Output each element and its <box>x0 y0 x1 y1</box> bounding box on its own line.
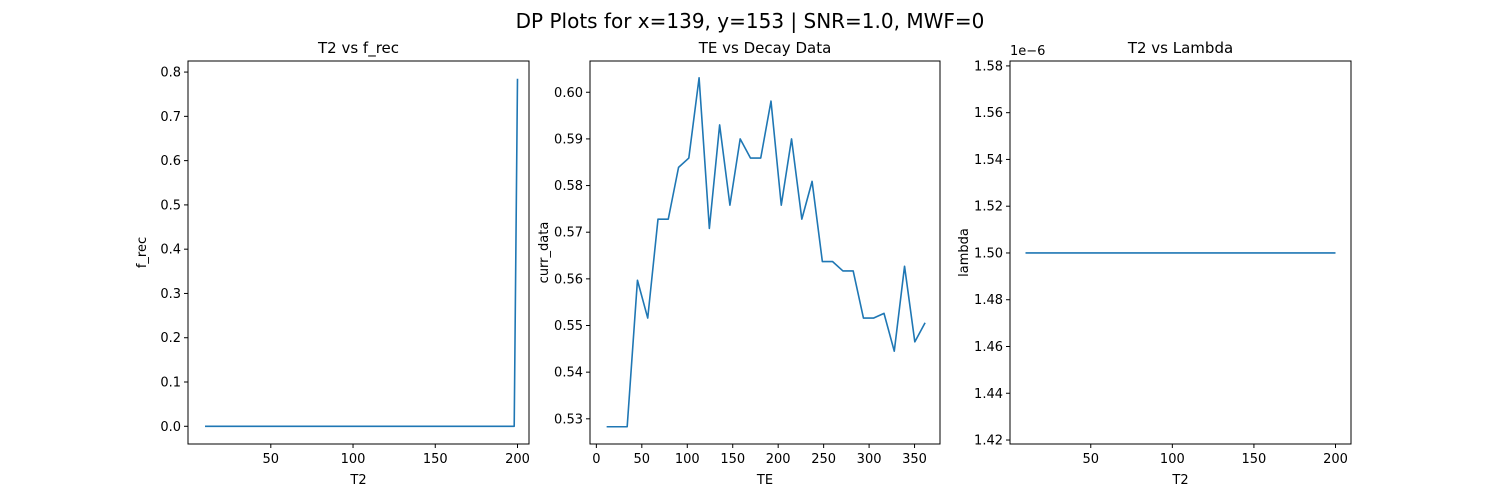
y-tick-label: 1.46 <box>974 340 1003 355</box>
y-tick-label: 0.2 <box>160 331 181 346</box>
x-tick-label: 300 <box>857 452 882 467</box>
y-tick-label: 1.42 <box>974 434 1003 449</box>
y-axis-label: f_rec <box>135 237 150 268</box>
x-tick-label: 200 <box>766 452 791 467</box>
x-tick-label: 100 <box>341 452 366 467</box>
axes-frame <box>589 60 941 445</box>
y-axis-label: curr_data <box>537 222 552 284</box>
y-tick-label: 0.53 <box>554 412 583 427</box>
series-line <box>205 78 519 428</box>
y-tick-label: 0.7 <box>160 110 181 125</box>
subplot-title: T2 vs f_rec <box>317 39 399 58</box>
x-tick-label: 150 <box>423 452 448 467</box>
y-tick-label: 0.4 <box>160 243 181 258</box>
y-tick-label: 1.52 <box>974 200 1003 215</box>
y-tick-label: 0.0 <box>160 420 181 435</box>
y-axis-label: lambda <box>957 228 972 277</box>
y-tick-label: 1.44 <box>974 387 1003 402</box>
x-axis-label: T2 <box>1171 473 1188 488</box>
y-tick-label: 1.48 <box>974 293 1003 308</box>
y-tick-label: 0.55 <box>554 319 583 334</box>
y-tick-label: 1.58 <box>974 59 1003 74</box>
y-tick-label: 0.60 <box>554 86 583 101</box>
y-tick-label: 0.58 <box>554 179 583 194</box>
x-tick-label: 100 <box>1160 452 1185 467</box>
x-tick-label: 350 <box>902 452 927 467</box>
figure-suptitle: DP Plots for x=139, y=153 | SNR=1.0, MWF… <box>516 9 985 33</box>
y-tick-label: 1.56 <box>974 106 1003 121</box>
y-tick-label: 0.59 <box>554 132 583 147</box>
x-tick-label: 200 <box>1323 452 1348 467</box>
y-tick-label: 1.54 <box>974 153 1003 168</box>
x-tick-label: 50 <box>1082 452 1099 467</box>
x-tick-label: 150 <box>720 452 745 467</box>
axes-frame <box>187 60 530 445</box>
y-tick-label: 0.57 <box>554 226 583 241</box>
x-tick-label: 100 <box>675 452 700 467</box>
x-tick-label: 150 <box>1242 452 1267 467</box>
subplot-te-vs-decay-data: TE vs Decay Data TE curr_data 0 50 100 150 2… <box>537 39 941 488</box>
series-line <box>606 76 926 428</box>
y-tick-label: 1.50 <box>974 246 1003 261</box>
x-tick-label: 50 <box>634 452 651 467</box>
y-axis-offset-text: 1e−6 <box>1010 44 1045 59</box>
subplot-t2-vs-lambda: T2 vs Lambda T2 lambda 1e−6 50 100 150 200 1… <box>957 39 1352 488</box>
y-tick-label: 0.54 <box>554 366 583 381</box>
x-tick-label: 50 <box>263 452 280 467</box>
x-tick-label: 200 <box>505 452 530 467</box>
subplot-title: T2 vs Lambda <box>1127 39 1233 57</box>
y-tick-label: 0.1 <box>160 376 181 391</box>
x-tick-label: 0 <box>592 452 600 467</box>
y-tick-label: 0.8 <box>160 66 181 81</box>
y-tick-label: 0.56 <box>554 272 583 287</box>
subplot-t2-vs-f-rec: T2 vs f_rec T2 f_rec 50 100 150 200 0.0 0.1 0.… <box>135 39 530 488</box>
y-tick-label: 0.3 <box>160 287 181 302</box>
x-axis-label: T2 <box>349 473 366 488</box>
x-tick-label: 250 <box>811 452 836 467</box>
x-axis-label: TE <box>756 473 773 488</box>
y-tick-label: 0.5 <box>160 198 181 213</box>
subplot-title: TE vs Decay Data <box>698 39 832 57</box>
y-tick-label: 0.6 <box>160 154 181 169</box>
